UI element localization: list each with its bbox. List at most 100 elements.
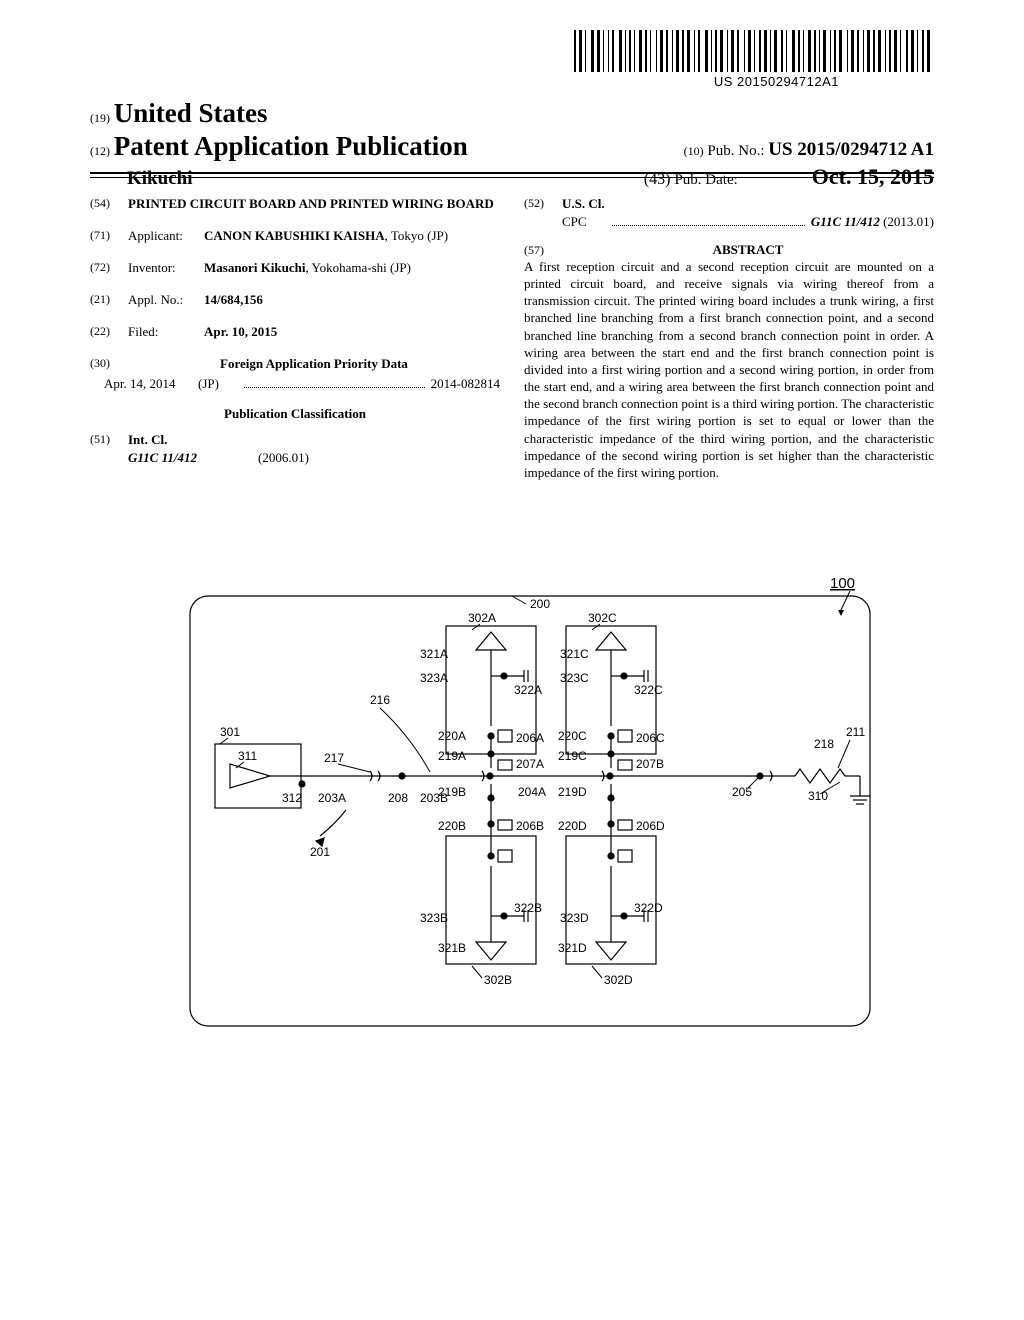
ref-219A: 219A xyxy=(438,749,466,763)
ref-207A: 207A xyxy=(516,757,544,771)
country-code: (19) xyxy=(90,111,110,125)
pub-code: (12) xyxy=(90,144,110,158)
pub-classification-head: Publication Classification xyxy=(90,406,500,422)
ref-323B: 323B xyxy=(420,911,448,925)
priority-appno: 2014-082814 xyxy=(431,376,500,392)
applno-label: Appl. No.: xyxy=(128,292,204,308)
right-column: (52) U.S. Cl. CPC G11C 11/412 (2013.01) … xyxy=(524,196,934,481)
barcode xyxy=(574,30,934,72)
ref-322C: 322C xyxy=(634,683,663,697)
ref-200: 200 xyxy=(530,597,550,611)
cpc-value: G11C 11/412 xyxy=(811,214,880,229)
field-filed: (22) Filed: Apr. 10, 2015 xyxy=(90,324,500,340)
title-code: (54) xyxy=(90,196,128,212)
applno-value: 14/684,156 xyxy=(204,292,500,308)
ref-302B: 302B xyxy=(484,973,512,987)
cpc-version: (2013.01) xyxy=(883,214,934,229)
priority-date: Apr. 14, 2014 xyxy=(90,376,198,392)
ref-323C: 323C xyxy=(560,671,589,685)
ref-321A: 321A xyxy=(420,647,448,661)
field-uscl: (52) U.S. Cl. xyxy=(524,196,934,212)
patent-figure: 100 200 301 311 312 203A 217 216 208 203… xyxy=(120,576,906,1046)
ref-203A: 203A xyxy=(318,791,346,805)
country-line: (19) United States xyxy=(90,98,934,129)
priority-row: Apr. 14, 2014 (JP) 2014-082814 xyxy=(90,376,500,392)
ref-321B: 321B xyxy=(438,941,466,955)
filed-code: (22) xyxy=(90,324,128,340)
ref-312: 312 xyxy=(282,791,302,805)
ref-206D: 206D xyxy=(636,819,665,833)
barcode-text: US 20150294712A1 xyxy=(714,74,839,89)
ref-206B: 206B xyxy=(516,819,544,833)
applicant-name: CANON KABUSHIKI KAISHA xyxy=(204,228,385,243)
pubdate-label: Pub. Date: xyxy=(674,172,737,188)
ref-216: 216 xyxy=(370,693,390,707)
ref-220C: 220C xyxy=(558,729,587,743)
filed-label: Filed: xyxy=(128,324,204,340)
field-intcl: (51) Int. Cl. xyxy=(90,432,500,448)
field-inventor: (72) Inventor: Masanori Kikuchi, Yokoham… xyxy=(90,260,500,276)
ref-323D: 323D xyxy=(560,911,589,925)
applicant-code: (71) xyxy=(90,228,128,244)
ref-220D: 220D xyxy=(558,819,587,833)
ref-323A: 323A xyxy=(420,671,448,685)
applno-code: (21) xyxy=(90,292,128,308)
pubno-code: (10) xyxy=(684,144,704,158)
ref-219D: 219D xyxy=(558,785,587,799)
ref-217: 217 xyxy=(324,751,344,765)
ref-311: 311 xyxy=(238,749,257,763)
abstract-header-row: (57) ABSTRACT xyxy=(524,242,934,258)
ref-201: 201 xyxy=(310,845,330,859)
abstract-code: (57) xyxy=(524,243,562,258)
field-applicant: (71) Applicant: CANON KABUSHIKI KAISHA, … xyxy=(90,228,500,244)
intcl-label: Int. Cl. xyxy=(128,432,500,448)
abstract-head: ABSTRACT xyxy=(562,242,934,258)
leader-dots xyxy=(244,387,425,388)
uscl-label: U.S. Cl. xyxy=(562,196,934,212)
ref-211: 211 xyxy=(846,725,865,739)
inventor-code: (72) xyxy=(90,260,128,276)
ref-206A: 206A xyxy=(516,731,544,745)
ref-206C: 206C xyxy=(636,731,665,745)
field-applno: (21) Appl. No.: 14/684,156 xyxy=(90,292,500,308)
publication-line: (12) Patent Application Publication (10)… xyxy=(90,131,934,162)
filed-value: Apr. 10, 2015 xyxy=(204,324,500,340)
applicant-label: Applicant: xyxy=(128,228,204,244)
ref-220B: 220B xyxy=(438,819,466,833)
inventor-location: Yokohama-shi (JP) xyxy=(312,260,411,275)
inventor-label: Inventor: xyxy=(128,260,204,276)
invention-title: PRINTED CIRCUIT BOARD AND PRINTED WIRING… xyxy=(128,196,500,212)
leader-dots xyxy=(612,225,805,226)
left-column: (54) PRINTED CIRCUIT BOARD AND PRINTED W… xyxy=(90,196,500,481)
ref-207B: 207B xyxy=(636,757,664,771)
ref-322A: 322A xyxy=(514,683,542,697)
pubno-label: Pub. No.: xyxy=(707,143,764,159)
pub-type: Patent Application Publication xyxy=(114,131,468,161)
ref-204A: 204A xyxy=(518,785,546,799)
ref-219B: 219B xyxy=(438,785,466,799)
country-name: United States xyxy=(114,98,268,128)
intcl-code: (51) xyxy=(90,432,128,448)
pubno-value: US 2015/0294712 A1 xyxy=(768,139,934,160)
priority-country: (JP) xyxy=(198,376,238,392)
intcl-class: G11C 11/412 xyxy=(128,450,258,466)
cpc-row: CPC G11C 11/412 (2013.01) xyxy=(524,214,934,230)
divider-thick xyxy=(90,172,934,174)
intcl-block: G11C 11/412 (2006.01) xyxy=(128,450,500,466)
ref-301: 301 xyxy=(220,725,240,739)
field-title: (54) PRINTED CIRCUIT BOARD AND PRINTED W… xyxy=(90,196,500,212)
ref-208: 208 xyxy=(388,791,408,805)
divider-thin xyxy=(90,177,934,178)
ref-322B: 322B xyxy=(514,901,542,915)
ref-322D: 322D xyxy=(634,901,663,915)
ref-220A: 220A xyxy=(438,729,466,743)
foreign-priority-head: Foreign Application Priority Data xyxy=(128,356,500,372)
abstract-body: A first reception circuit and a second r… xyxy=(524,258,934,481)
field-foreign-head: (30) Foreign Application Priority Data xyxy=(90,356,500,372)
intcl-version: (2006.01) xyxy=(258,450,309,466)
ref-100: 100 xyxy=(830,576,855,592)
inventor-name: Masanori Kikuchi xyxy=(204,260,306,275)
ref-321C: 321C xyxy=(560,647,589,661)
cpc-label: CPC xyxy=(562,214,606,230)
foreign-code: (30) xyxy=(90,356,128,372)
